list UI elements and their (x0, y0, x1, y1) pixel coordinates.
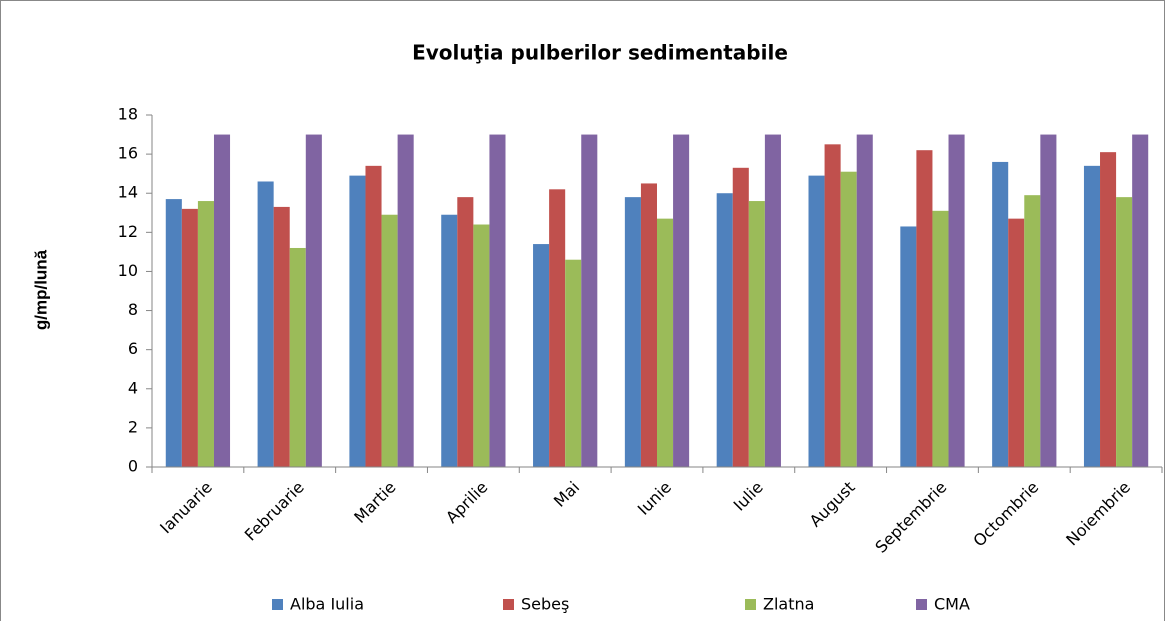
bar (916, 150, 933, 467)
bar (992, 161, 1009, 467)
bar (549, 189, 566, 468)
bar (181, 208, 198, 467)
bar (441, 214, 458, 467)
bar (624, 197, 641, 467)
bar (1116, 197, 1133, 467)
bar (856, 134, 873, 468)
y-tick-label: 14 (118, 183, 138, 202)
bar (932, 210, 949, 468)
y-tick-label: 12 (118, 222, 138, 241)
y-tick-label: 8 (128, 300, 138, 319)
bar (273, 206, 290, 467)
bar (1132, 134, 1149, 468)
y-tick-label: 10 (118, 261, 138, 280)
bar (808, 175, 825, 467)
y-tick-label: 6 (128, 339, 138, 358)
bar (716, 193, 733, 467)
bar (1100, 152, 1117, 467)
legend-label: Alba Iulia (290, 595, 364, 614)
bar (748, 201, 765, 468)
bar (533, 244, 550, 467)
legend-swatch (272, 599, 283, 610)
bar (305, 134, 322, 468)
legend-label: Sebeş (521, 595, 569, 614)
bar (1024, 195, 1041, 467)
legend-swatch (916, 599, 927, 610)
bar (365, 165, 382, 467)
bar (640, 183, 657, 467)
bar (213, 134, 231, 468)
y-tick-label: 16 (118, 144, 138, 163)
bar (673, 134, 690, 468)
bar (197, 201, 214, 468)
bar (381, 214, 398, 467)
bar (257, 181, 274, 467)
bar (473, 224, 490, 467)
bar (565, 259, 582, 467)
bar (764, 134, 781, 468)
bar (397, 134, 414, 468)
bar (289, 247, 306, 467)
legend-swatch (745, 599, 756, 610)
bar (457, 197, 474, 467)
bar (900, 226, 917, 467)
y-tick-label: 18 (118, 105, 138, 124)
chart-title: Evoluţia pulberilor sedimentabile (412, 41, 788, 65)
legend-swatch (503, 599, 514, 610)
y-tick-label: 2 (128, 417, 138, 436)
bar (489, 134, 506, 468)
bar (165, 199, 182, 468)
bar (349, 175, 366, 467)
bar (824, 144, 841, 468)
bar (948, 134, 965, 468)
legend-label: CMA (934, 595, 970, 614)
y-tick-label: 0 (128, 457, 138, 476)
legend-label: Zlatna (763, 595, 814, 614)
bar (1040, 134, 1057, 468)
bar (732, 167, 749, 468)
y-tick-label: 4 (128, 378, 138, 397)
y-axis-title: g/mp/lună (31, 249, 50, 330)
bar (581, 134, 598, 468)
bar (840, 171, 857, 467)
bar (1083, 165, 1101, 467)
bar (657, 218, 674, 467)
bar (1008, 218, 1025, 467)
